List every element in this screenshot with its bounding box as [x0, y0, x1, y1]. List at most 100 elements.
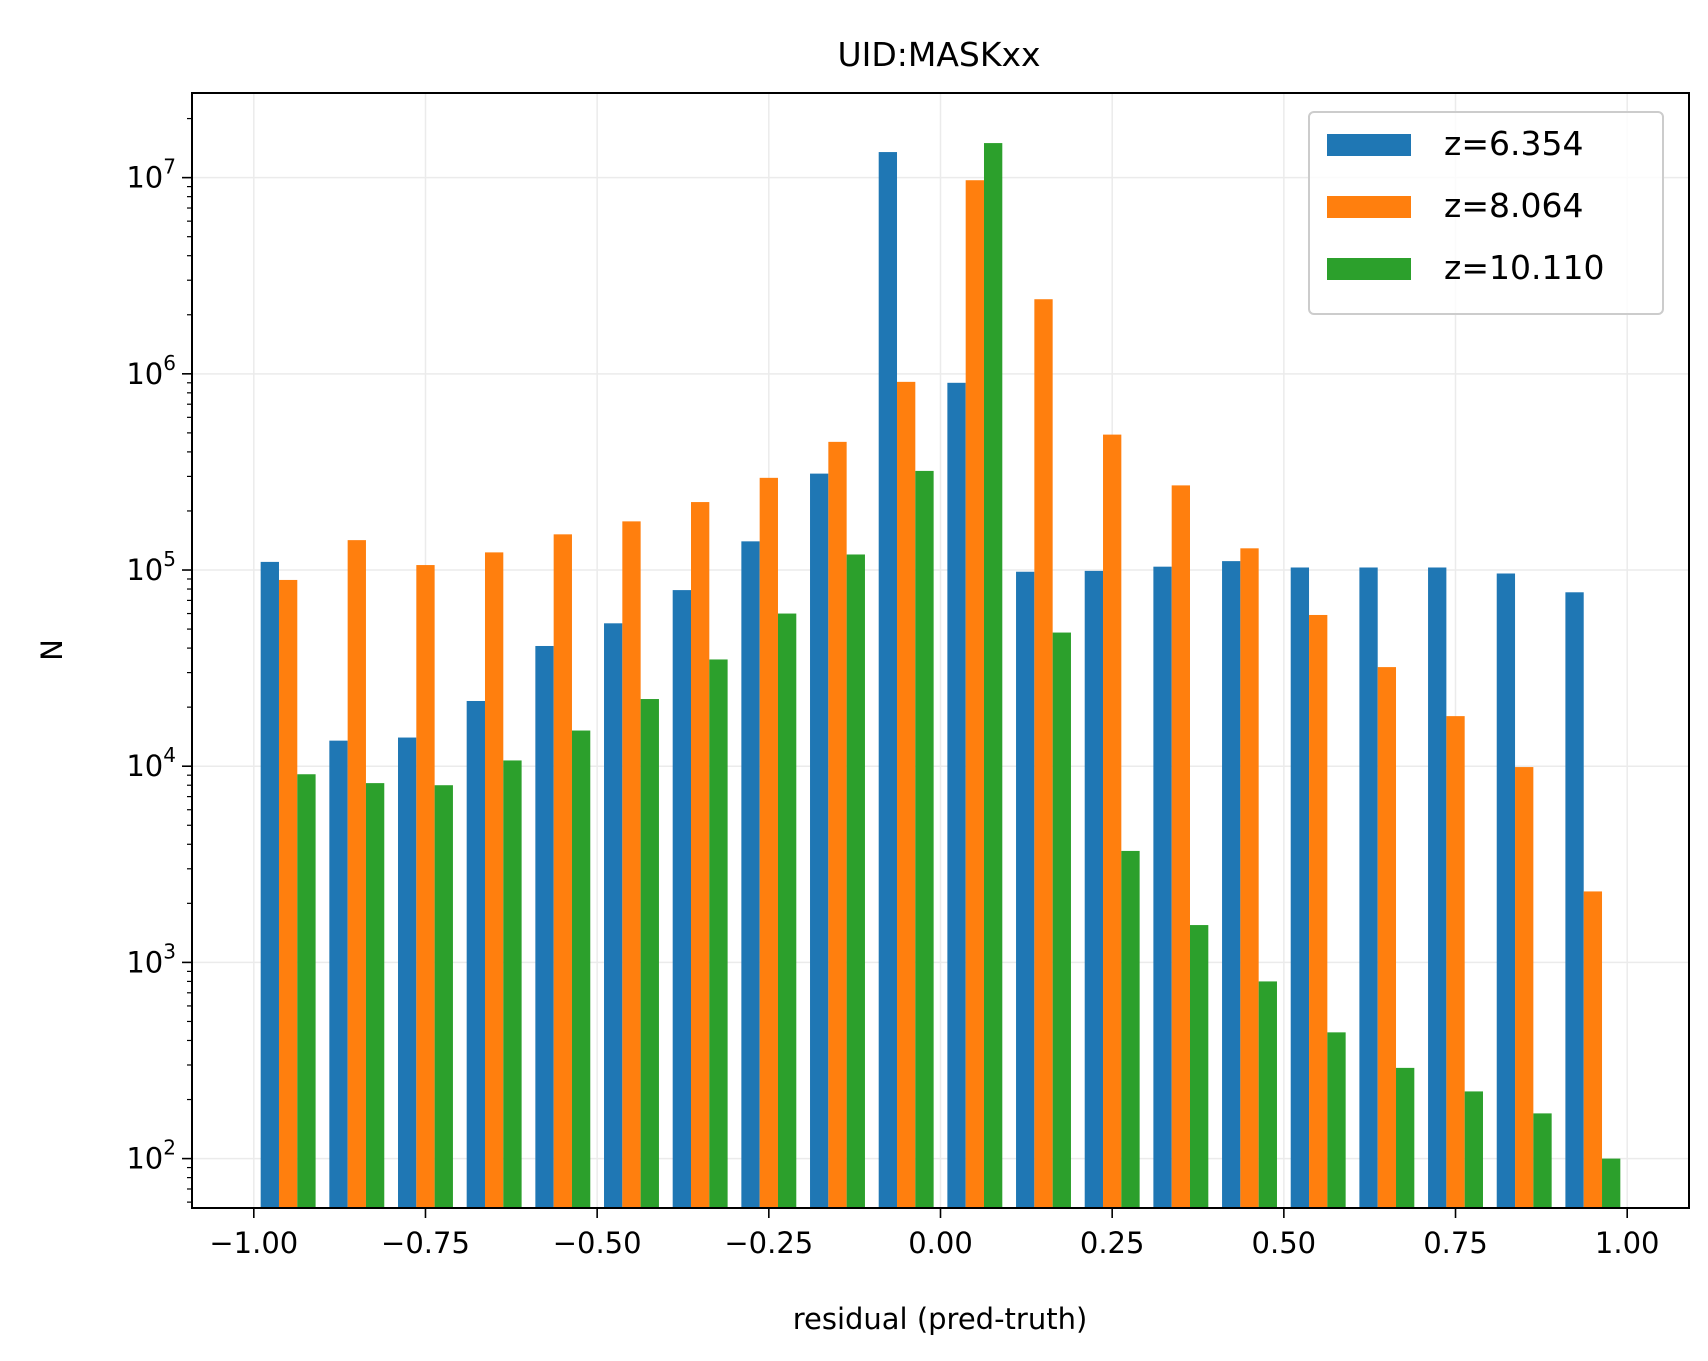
bar-z-8-064: [828, 441, 847, 1208]
x-tick-label: 0.50: [1252, 1226, 1317, 1260]
bar-z-6-354: [810, 473, 829, 1208]
x-tick-label: 0.00: [908, 1226, 973, 1260]
bar-z-8-064: [1583, 891, 1603, 1208]
bar-z-10-110: [503, 760, 522, 1208]
bar-z-8-064: [484, 552, 504, 1208]
bar-z-10-110: [434, 785, 453, 1208]
bar-z-8-064: [691, 502, 710, 1208]
bar-z-10-110: [571, 730, 591, 1208]
x-tick-label: −0.50: [553, 1226, 642, 1260]
bar-z-6-354: [1016, 571, 1035, 1208]
bar-z-8-064: [278, 579, 298, 1208]
y-tick-exponent: 5: [163, 547, 176, 571]
bar-z-8-064: [1377, 667, 1397, 1208]
bar-z-10-110: [1464, 1091, 1483, 1208]
bar-z-10-110: [777, 613, 797, 1208]
legend-swatch: [1327, 196, 1411, 218]
x-tick-label: −0.75: [381, 1226, 470, 1260]
bar-z-10-110: [297, 774, 316, 1208]
y-tick-base: 10: [126, 1142, 163, 1176]
x-axis-ticks: −1.00 −0.75 −0.50 −0.25 0.00 0.25 0.50 0.75 1.00: [209, 1208, 1659, 1260]
bar-z-6-354: [466, 700, 485, 1208]
bar-z-10-110: [983, 143, 1003, 1208]
bar-z-6-354: [1153, 566, 1172, 1208]
y-tick-label: 107: [126, 155, 176, 195]
x-tick-label: −1.00: [209, 1226, 298, 1260]
bar-z-8-064: [759, 477, 778, 1208]
bar-z-10-110: [1602, 1158, 1621, 1208]
legend-swatch: [1327, 134, 1411, 156]
bar-z-10-110: [640, 699, 659, 1208]
bar-z-6-354: [329, 740, 348, 1208]
y-axis-label: N: [35, 639, 69, 661]
bar-z-10-110: [1190, 925, 1209, 1208]
y-tick-base: 10: [126, 945, 163, 979]
bar-z-10-110: [915, 470, 934, 1208]
y-tick-exponent: 2: [163, 1136, 176, 1160]
legend-label: z=10.110: [1444, 248, 1604, 287]
x-axis-label: residual (pred-truth): [793, 1302, 1088, 1336]
y-tick-exponent: 6: [163, 351, 176, 375]
bar-z-8-064: [1240, 548, 1259, 1208]
bar-z-6-354: [604, 623, 623, 1208]
y-tick-label: 102: [126, 1136, 176, 1176]
bar-z-10-110: [709, 659, 728, 1208]
y-tick-base: 10: [126, 749, 163, 783]
bar-z-6-354: [1565, 592, 1584, 1208]
bar-z-10-110: [1121, 850, 1140, 1208]
bar-z-6-354: [878, 152, 898, 1208]
bar-z-8-064: [1309, 614, 1328, 1208]
bar-z-10-110: [1396, 1067, 1415, 1208]
legend: z=6.354 z=8.064 z=10.110: [1308, 111, 1664, 315]
y-tick-base: 10: [126, 161, 163, 195]
legend-label: z=8.064: [1444, 186, 1583, 225]
bar-z-10-110: [365, 783, 385, 1208]
bar-z-8-064: [897, 381, 916, 1209]
bar-z-10-110: [1533, 1113, 1552, 1208]
bar-z-6-354: [1359, 567, 1378, 1208]
bar-z-8-064: [1034, 299, 1053, 1208]
bar-z-6-354: [741, 541, 760, 1208]
y-tick-exponent: 4: [163, 743, 176, 767]
bar-z-8-064: [416, 565, 435, 1208]
x-tick-label: −0.25: [724, 1226, 813, 1260]
legend-swatch: [1327, 258, 1411, 280]
bar-z-6-354: [398, 737, 417, 1208]
bar-z-10-110: [846, 554, 865, 1208]
bar-z-6-354: [535, 645, 554, 1208]
bar-z-10-110: [1327, 1032, 1346, 1208]
bar-z-6-354: [1290, 567, 1310, 1208]
bar-z-6-354: [1428, 567, 1447, 1208]
bar-z-8-064: [965, 180, 984, 1208]
bar-z-8-064: [347, 540, 366, 1208]
legend-label: z=6.354: [1444, 124, 1583, 163]
y-tick-label: 106: [126, 351, 176, 391]
x-tick-label: 0.75: [1423, 1226, 1488, 1260]
bar-z-10-110: [1258, 981, 1277, 1208]
bar-z-8-064: [553, 534, 572, 1208]
x-tick-label: 0.25: [1080, 1226, 1145, 1260]
x-tick-label: 1.00: [1595, 1226, 1660, 1260]
bar-z-6-354: [947, 382, 966, 1208]
bar-z-8-064: [1103, 434, 1122, 1209]
bar-z-8-064: [622, 521, 641, 1208]
bar-z-6-354: [260, 561, 279, 1208]
y-tick-label: 105: [126, 547, 176, 587]
y-tick-base: 10: [126, 357, 163, 391]
bars: [260, 143, 1621, 1209]
y-tick-label: 104: [126, 743, 176, 783]
bar-z-10-110: [1052, 632, 1071, 1208]
chart-title: UID:MASKxx: [837, 35, 1040, 74]
bar-z-8-064: [1515, 767, 1534, 1208]
y-tick-exponent: 3: [163, 939, 176, 963]
y-tick-label: 103: [126, 939, 176, 979]
bar-z-8-064: [1171, 485, 1190, 1209]
bar-z-6-354: [1496, 573, 1516, 1208]
bar-z-6-354: [1222, 561, 1241, 1208]
bar-z-6-354: [1084, 570, 1104, 1208]
y-tick-exponent: 7: [163, 155, 176, 179]
bar-z-8-064: [1446, 716, 1465, 1208]
bar-z-6-354: [672, 590, 691, 1208]
